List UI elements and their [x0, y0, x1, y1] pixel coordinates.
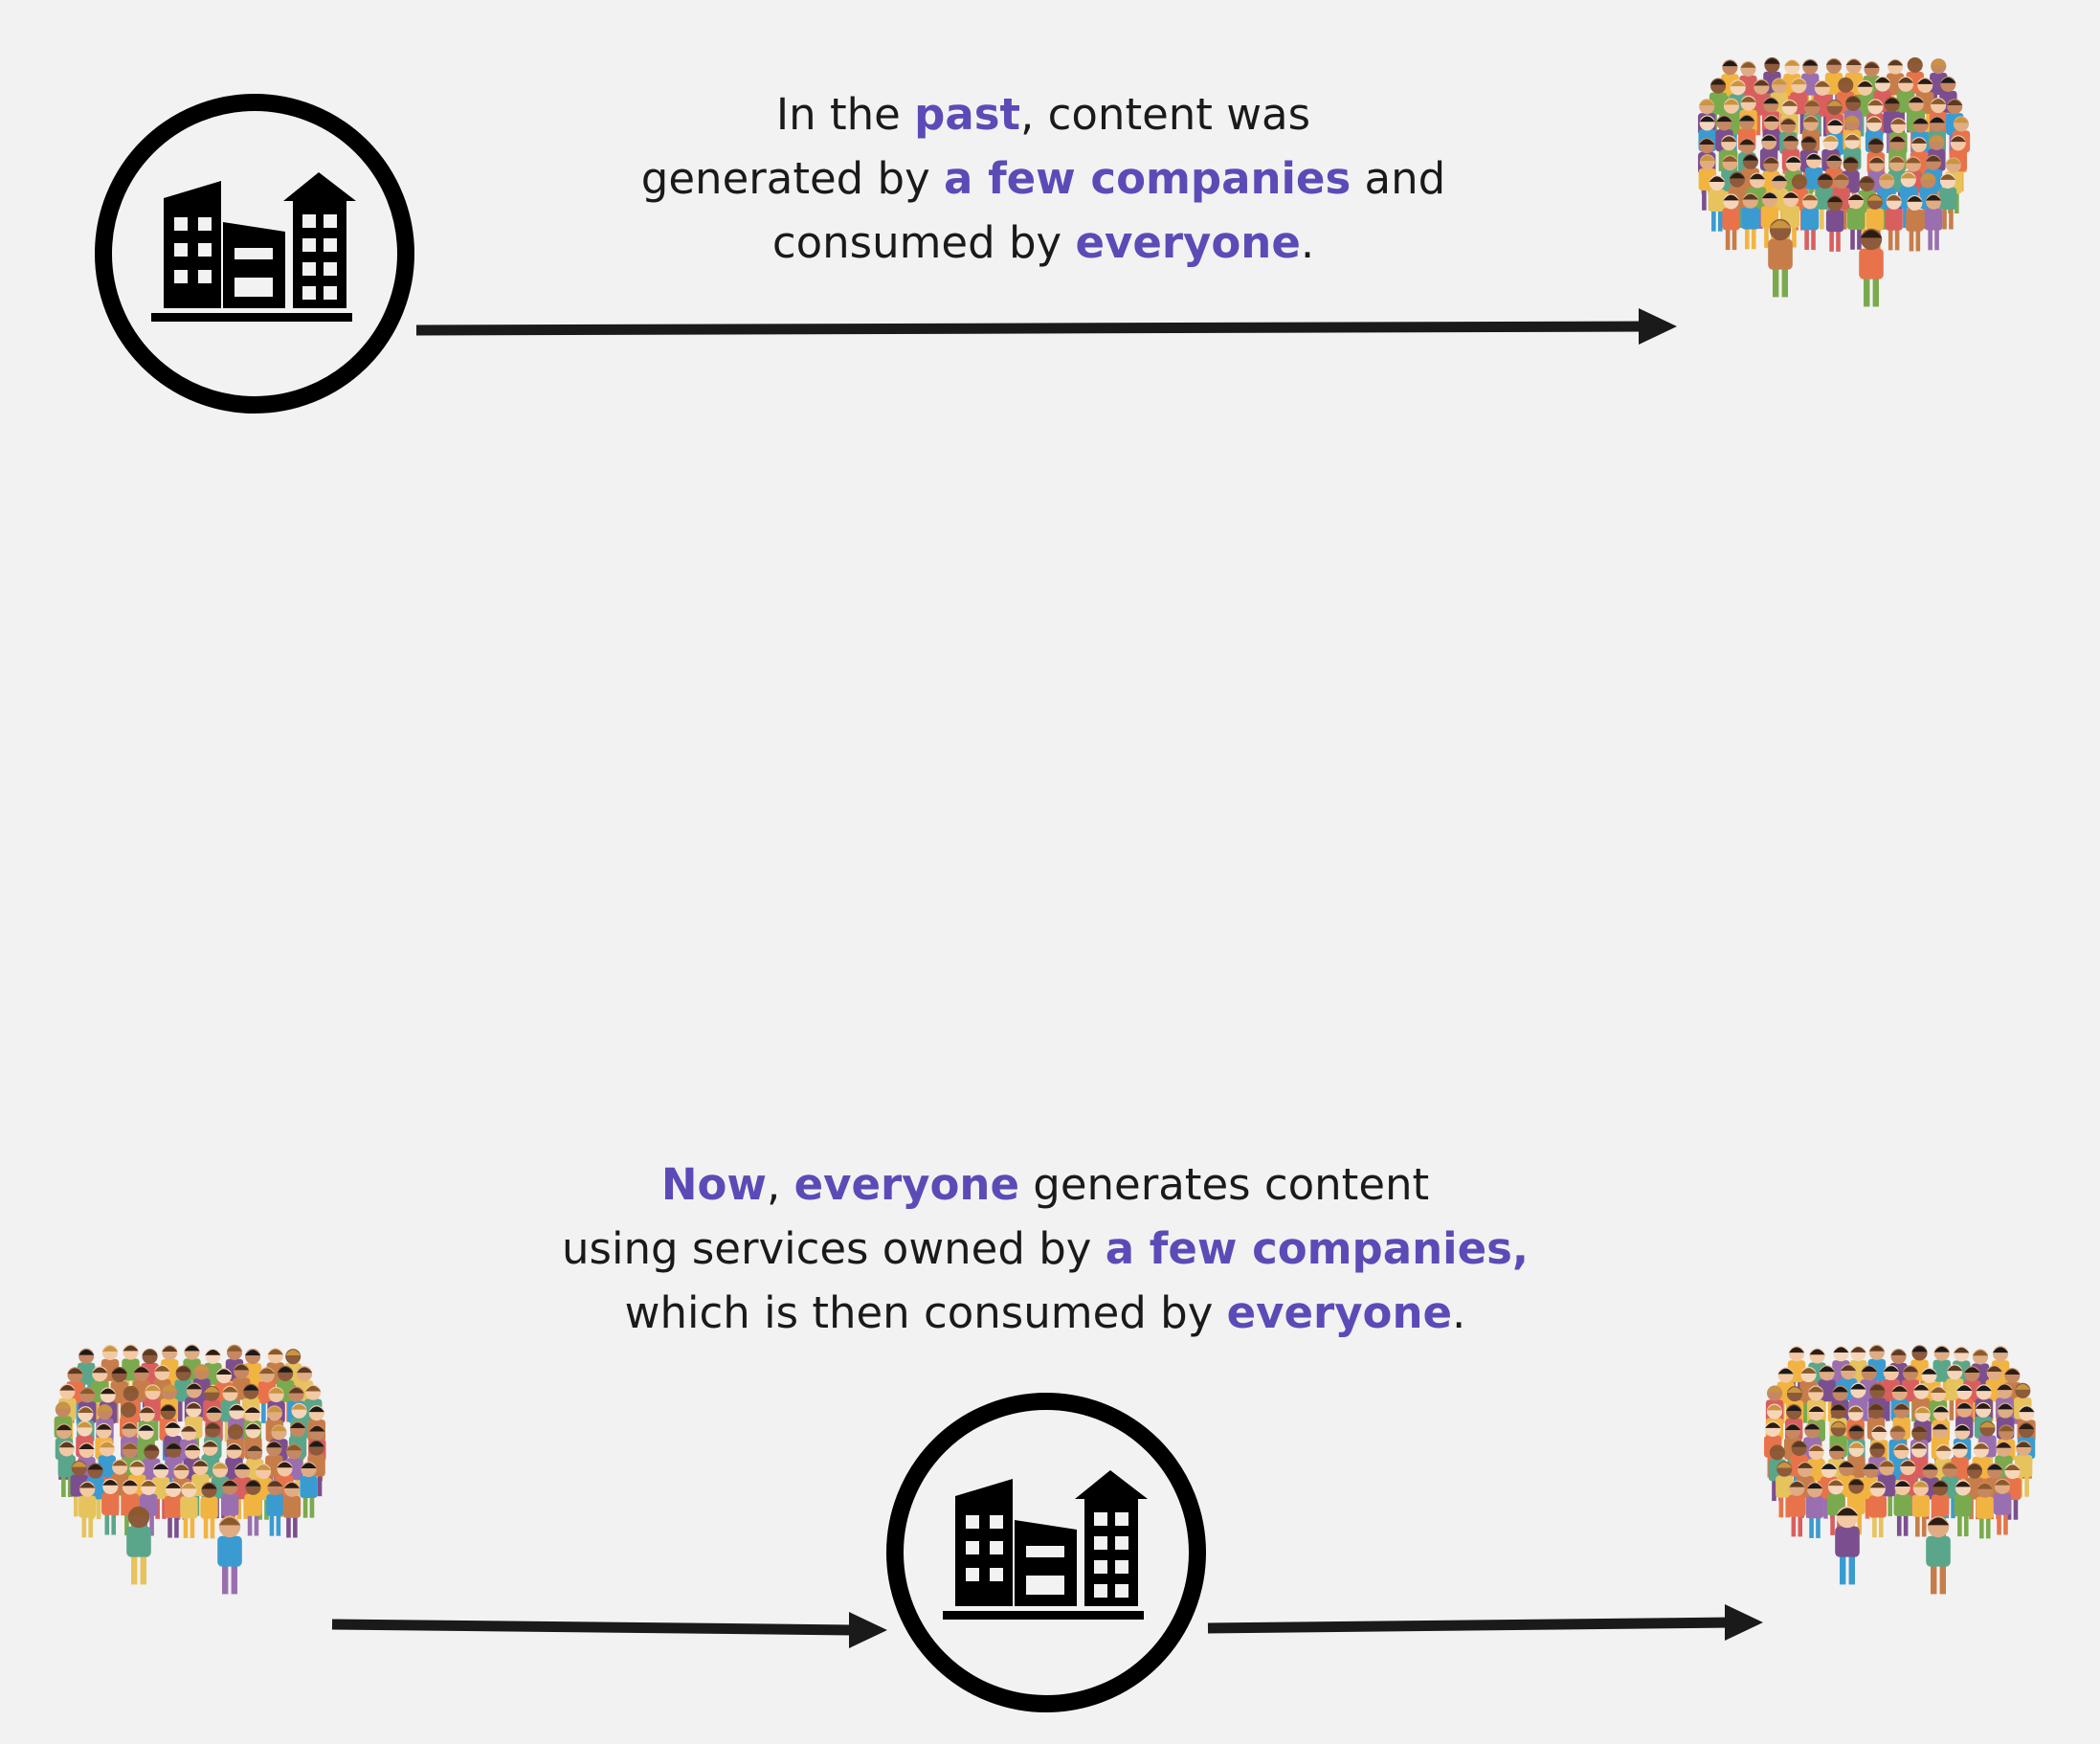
caption-highlight: Now: [660, 1159, 767, 1210]
caption-text: consumed by: [771, 217, 1076, 268]
caption-text: ,: [766, 1159, 794, 1210]
caption-text: , content was: [1020, 89, 1311, 140]
caption-line: consumed by everyone.: [531, 211, 1555, 275]
caption-highlight: a few companies: [944, 153, 1352, 204]
caption-highlight: a few companies,: [1105, 1223, 1529, 1274]
company-icon-past: [95, 94, 414, 414]
crowd-icon: [54, 1344, 326, 1595]
caption-text: using services owned by: [561, 1223, 1106, 1274]
arrow-right-icon: [331, 1612, 887, 1648]
crowd-icon: [1764, 1344, 2036, 1595]
caption-text: .: [1452, 1287, 1466, 1338]
caption-text: generated by: [640, 153, 945, 204]
caption-highlight: everyone: [793, 1159, 1019, 1210]
arrow-right-icon: [1207, 1604, 1763, 1641]
caption-text: generates content: [1018, 1159, 1430, 1210]
caption-highlight: everyone: [1075, 217, 1301, 268]
caption-line: using services owned by a few companies,: [428, 1217, 1663, 1281]
caption-line: which is then consumed by everyone.: [428, 1281, 1663, 1345]
caption-text: and: [1351, 153, 1446, 204]
caption-past: In the past, content was generated by a …: [531, 82, 1555, 275]
company-icon-now: [886, 1393, 1206, 1712]
caption-line: In the past, content was: [531, 82, 1555, 146]
caption-highlight: past: [914, 89, 1021, 140]
caption-text: which is then consumed by: [624, 1287, 1227, 1338]
caption-line: Now, everyone generates content: [428, 1152, 1663, 1217]
arrow-right-icon: [415, 308, 1677, 345]
caption-text: .: [1300, 217, 1315, 268]
caption-text: In the: [775, 89, 915, 140]
crowd-icon: [1698, 56, 1971, 307]
caption-highlight: everyone: [1226, 1287, 1453, 1338]
caption-now: Now, everyone generates content using se…: [428, 1152, 1663, 1345]
caption-line: generated by a few companies and: [531, 146, 1555, 211]
